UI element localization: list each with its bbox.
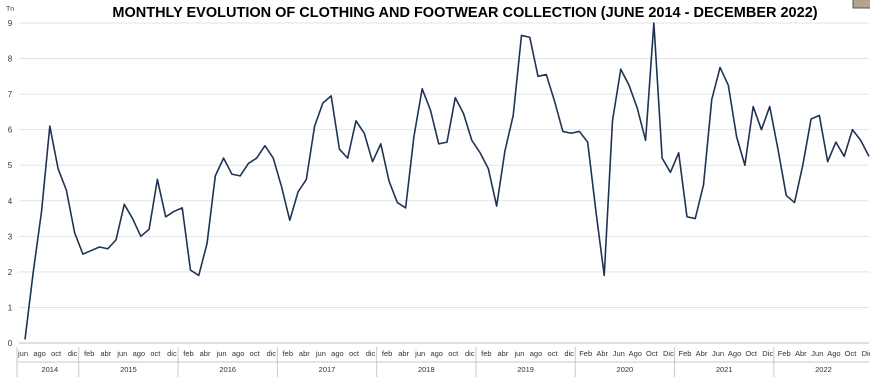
month-tick-label: dic [68,349,78,358]
month-tick-label: oct [548,349,559,358]
month-tick-label: Oct [745,349,758,358]
y-axis-ticks: 0 1 2 3 4 5 6 7 8 9 [8,19,13,348]
year-label: 2020 [617,365,634,374]
month-tick-label: jun [116,349,127,358]
y-tick-label: 0 [8,339,13,348]
y-tick-label: 5 [8,161,13,170]
month-tick-label: Abr [696,349,708,358]
month-tick-label: feb [84,349,94,358]
month-tick-label: ago [33,349,46,358]
month-tick-label: Oct [845,349,858,358]
month-tick-label: jun [216,349,227,358]
month-tick-label: abr [299,349,310,358]
month-tick-label: feb [481,349,491,358]
year-label: 2014 [41,365,58,374]
month-tick-label: oct [448,349,459,358]
month-tick-label: oct [150,349,161,358]
month-tick-label: feb [183,349,193,358]
month-tick-label: Jun [613,349,625,358]
year-label: 2021 [716,365,733,374]
month-tick-label: Jun [712,349,724,358]
month-tick-label: dic [366,349,376,358]
month-tick-label: ago [430,349,443,358]
month-tick-label: Oct [646,349,659,358]
month-tick-label: Jun [811,349,823,358]
month-tick-label: jun [17,349,28,358]
month-tick-label: Ago [728,349,741,358]
month-tick-label: abr [200,349,211,358]
month-tick-label: Dic [762,349,773,358]
month-tick-label: jun [513,349,524,358]
month-tick-label: ago [331,349,344,358]
month-tick-label: Ago [827,349,840,358]
month-tick-label: Dic [862,349,870,358]
month-tick-label: abr [398,349,409,358]
y-tick-label: 8 [8,55,13,64]
year-label: 2016 [219,365,236,374]
month-tick-label: dic [167,349,177,358]
chart-title: MONTHLY EVOLUTION OF CLOTHING AND FOOTWE… [112,5,817,21]
month-tick-label: oct [51,349,62,358]
legend-color-box [852,0,870,9]
month-tick-label: feb [283,349,293,358]
year-label: 2019 [517,365,534,374]
month-tick-label: jun [414,349,425,358]
month-tick-label: oct [349,349,360,358]
month-tick-label: jun [315,349,326,358]
month-tick-label: Feb [678,349,691,358]
month-tick-label: abr [100,349,111,358]
y-tick-label: 2 [8,268,13,277]
month-tick-label: dic [564,349,574,358]
y-tick-label: 7 [8,90,13,99]
year-label: 2015 [120,365,137,374]
month-tick-label: ago [232,349,245,358]
month-tick-label: dic [465,349,475,358]
series-line [24,22,870,340]
year-label: 2017 [319,365,336,374]
month-tick-label: oct [250,349,261,358]
month-tick-label: feb [382,349,392,358]
month-tick-label: Ago [629,349,642,358]
month-tick-label: ago [530,349,543,358]
y-axis-unit-label: Tn [6,6,14,13]
month-tick-label: Feb [778,349,791,358]
year-label: 2022 [815,365,832,374]
month-tick-label: Feb [579,349,592,358]
month-tick-label: Dic [663,349,674,358]
y-tick-label: 4 [8,197,13,206]
month-tick-label: Abr [795,349,807,358]
y-tick-label: 9 [8,19,13,28]
year-label: 2018 [418,365,435,374]
month-tick-label: dic [266,349,276,358]
y-tick-label: 1 [8,303,13,312]
y-tick-label: 6 [8,126,13,135]
x-axis: jun ago oct dic feb abr jun ago oct dic feb abr jun a… [16,347,870,377]
month-tick-label: abr [497,349,508,358]
month-tick-label: Abr [596,349,608,358]
series-layer [24,22,870,340]
gridlines [19,22,869,344]
month-tick-label: ago [133,349,146,358]
y-tick-label: 3 [8,232,13,241]
